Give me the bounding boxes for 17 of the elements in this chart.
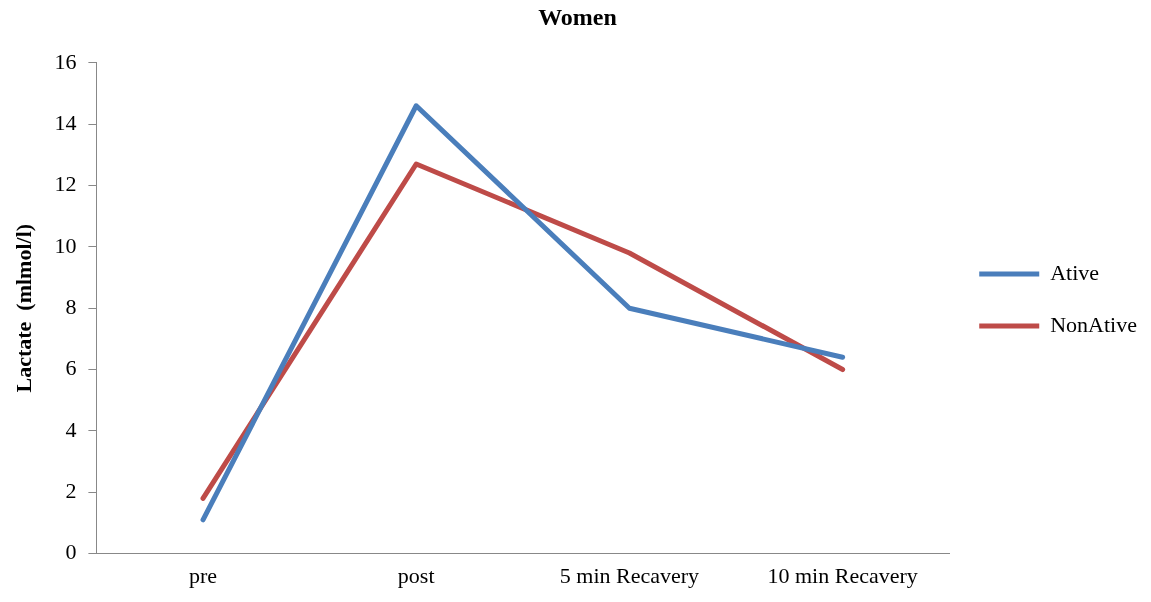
legend-label: NonAtive [1050,311,1137,337]
x-tick-label: post [397,562,435,588]
x-tick-label: pre [188,562,218,588]
y-tick-label: 10 [54,232,77,258]
chart-title: Women [538,3,617,30]
y-tick-label: 4 [65,416,77,442]
y-tick-label: 16 [54,48,77,74]
y-tick-label: 6 [65,355,77,381]
y-tick-label: 12 [54,171,77,197]
legend-label: Ative [1050,259,1100,285]
y-tick-label: 2 [65,478,77,504]
x-tick-label: 5 min Recavery [559,562,700,588]
y-tick-label: 14 [54,109,77,135]
x-tick-label: 10 min Recavery [767,562,918,588]
y-tick-label: 0 [65,539,77,565]
y-axis-title: Lactate (mlmol/l) [10,223,36,393]
y-tick-label: 8 [65,293,77,319]
